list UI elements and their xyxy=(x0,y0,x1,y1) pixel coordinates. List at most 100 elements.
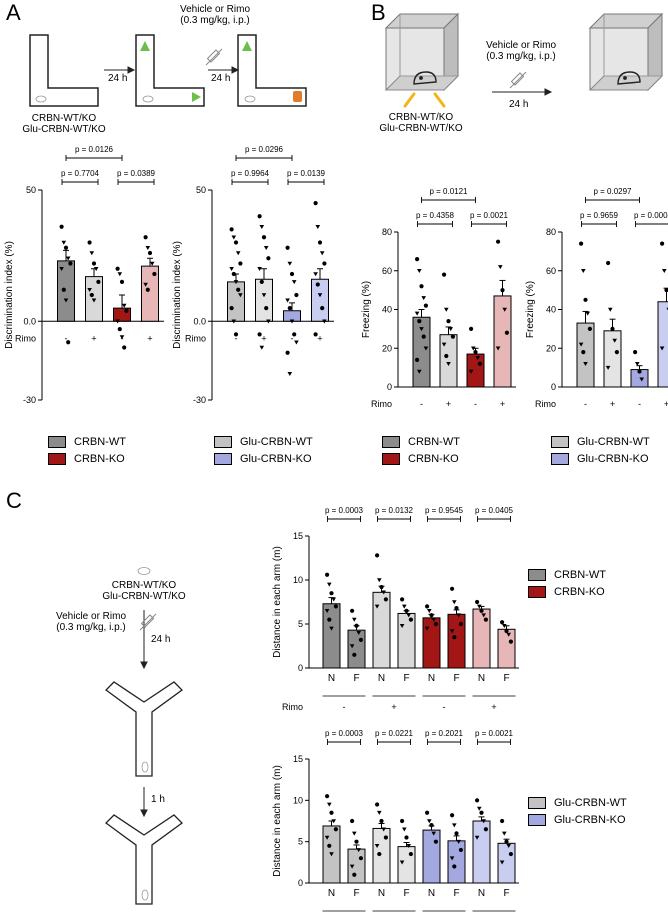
data-point xyxy=(477,361,482,366)
p-value-label: p = 0.9545 xyxy=(425,506,464,515)
data-point xyxy=(352,617,357,622)
data-point xyxy=(452,823,457,828)
data-point xyxy=(417,369,422,374)
data-point xyxy=(469,326,474,331)
data-point xyxy=(402,604,407,609)
data-point xyxy=(63,298,69,303)
bar xyxy=(227,281,245,322)
data-point xyxy=(261,235,267,240)
data-point xyxy=(474,835,480,840)
data-point xyxy=(583,361,588,366)
legend-swatch xyxy=(528,813,546,826)
data-point xyxy=(452,864,457,869)
bar xyxy=(447,613,466,669)
y-tick-label: 0.0 xyxy=(193,316,206,326)
p-value-label: p = 0.0132 xyxy=(375,506,414,515)
data-point xyxy=(63,245,69,250)
data-point xyxy=(399,623,405,628)
data-point xyxy=(399,860,405,865)
data-point xyxy=(444,353,449,359)
b-genotype-text: CRBN-WT/KO Glu-CRBN-WT/KO xyxy=(366,112,476,134)
data-point xyxy=(317,293,323,298)
data-point xyxy=(423,346,429,351)
x-tick-label: N xyxy=(478,673,485,684)
p-value-label: p = 0.0003 xyxy=(325,729,364,738)
bar xyxy=(447,840,466,884)
data-point xyxy=(294,340,299,345)
data-point xyxy=(421,296,426,301)
bar xyxy=(397,846,416,884)
y-tick-label: 0 xyxy=(387,382,392,392)
y-tick-label: 60 xyxy=(382,266,392,276)
data-point xyxy=(579,241,584,246)
object-triangle-3 xyxy=(242,41,252,51)
data-point xyxy=(257,332,262,337)
data-point xyxy=(475,798,480,803)
a-treatment-text: Vehicle or Rimo (0.3 mg/kg, i.p.) xyxy=(155,4,275,26)
legend-label: Glu-CRBN-WT xyxy=(554,796,627,809)
bar xyxy=(372,591,391,669)
object-cylinder xyxy=(293,91,302,102)
data-point xyxy=(143,282,148,287)
data-point xyxy=(633,350,638,355)
data-point xyxy=(292,332,297,337)
x-tick-label: N xyxy=(478,888,485,899)
data-point xyxy=(229,227,234,232)
a-treatment-line2: (0.3 mg/kg, i.p.) xyxy=(180,15,250,26)
data-point xyxy=(606,260,611,266)
data-point xyxy=(468,369,474,374)
data-point xyxy=(662,268,667,273)
data-point xyxy=(285,298,290,303)
data-point xyxy=(612,338,617,343)
x-tick-label: F xyxy=(453,673,459,684)
y-tick-label: -30 xyxy=(23,395,36,405)
legend-swatch xyxy=(48,452,66,465)
data-point xyxy=(289,271,295,277)
data-point xyxy=(448,327,453,332)
data-point xyxy=(431,831,436,836)
x-tick-label: F xyxy=(453,888,459,899)
legend-label: CRBN-KO xyxy=(554,585,605,598)
treatment-label: Rimo xyxy=(535,399,556,409)
legend-label: Glu-CRBN-KO xyxy=(554,813,626,826)
treatment-mark: + xyxy=(317,333,322,343)
data-point xyxy=(444,307,449,312)
bar xyxy=(347,629,366,669)
data-point xyxy=(374,604,380,609)
data-point xyxy=(452,635,457,640)
data-point xyxy=(145,287,150,292)
data-point xyxy=(145,245,151,250)
treatment-mark: - xyxy=(584,399,587,409)
a-interval-1: 24 h xyxy=(108,73,128,84)
data-point xyxy=(456,613,461,618)
chart-c-top: 0 5 10 15 Distance in each arm (m) N F N F N F N F Ri… xyxy=(272,506,519,712)
y-tick-label: 0 xyxy=(298,878,303,888)
data-point xyxy=(508,639,513,644)
data-point xyxy=(450,586,455,591)
chart-a-left: -30 0.0 50 Discrimination index (%) Rimo - + - +… xyxy=(4,145,164,405)
data-point xyxy=(261,293,267,298)
data-point xyxy=(406,613,411,618)
b-treatment-line1: Vehicle or Rimo xyxy=(485,40,557,51)
data-point xyxy=(229,306,234,311)
legend-swatch xyxy=(551,435,569,448)
data-point xyxy=(266,319,271,324)
treatment-mark: + xyxy=(446,399,451,409)
treatment-mark: + xyxy=(664,399,668,409)
x-tick-label: F xyxy=(353,888,359,899)
x-tick-label: N xyxy=(378,673,385,684)
data-point xyxy=(429,613,434,618)
data-point xyxy=(502,831,507,836)
chart-b-left: 0 20 40 60 80 Freezing (%) Rimo - + - + p = 0.4358 p… xyxy=(361,187,516,409)
data-point xyxy=(442,272,447,277)
data-point xyxy=(374,844,380,848)
data-point xyxy=(59,266,64,271)
data-point xyxy=(585,311,590,316)
data-point xyxy=(259,224,265,229)
mouse-icon xyxy=(413,71,641,85)
data-point xyxy=(264,306,269,311)
treatment-mark: - xyxy=(420,399,423,409)
data-point xyxy=(659,346,665,351)
data-point xyxy=(315,224,321,229)
treatment-mark: - xyxy=(474,399,477,409)
